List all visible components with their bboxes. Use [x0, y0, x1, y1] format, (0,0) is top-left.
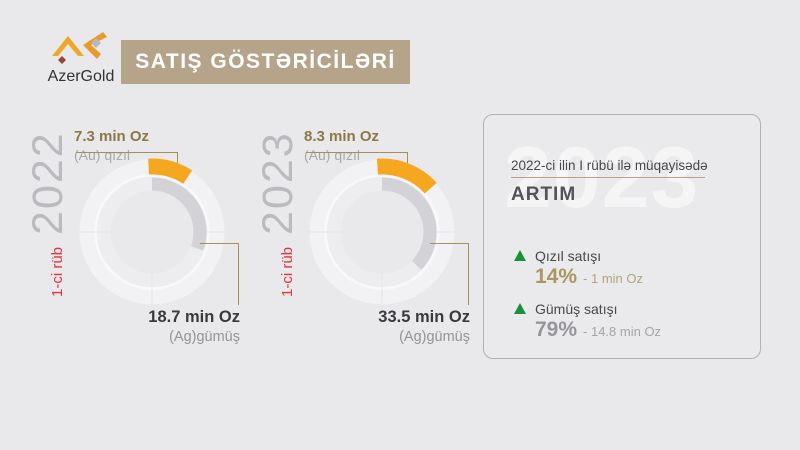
logo-chevron-gold: [52, 36, 84, 56]
growth-row-silver: Gümüş satışı 79% - 14.8 min Oz: [514, 301, 661, 342]
year-label: 2022: [24, 131, 72, 235]
gold-arc: [148, 158, 193, 184]
donut-chart-2023: 1-ci rüb 2023 8.3 min Oz (Au) qızıl: [248, 118, 478, 368]
year-rotated-label: 1-ci rüb 2022: [24, 117, 72, 297]
silver-arc: [381, 177, 437, 270]
azergold-logo: AzerGold: [42, 28, 120, 86]
gold-label-block: 8.3 min Oz (Au) qızıl: [304, 128, 379, 164]
percent-line: 79% - 14.8 min Oz: [535, 318, 661, 342]
azergold-logo-icon: [52, 32, 107, 64]
ring-gap: [324, 174, 440, 290]
azergold-logo-text: AzerGold: [47, 68, 115, 85]
growth-label: Gümüş satışı: [535, 301, 618, 317]
silver-callout-line-v: [238, 243, 239, 305]
gold-arc: [376, 158, 437, 194]
logo-diamond-brown: [58, 56, 66, 64]
growth-percent: 79%: [535, 318, 578, 341]
period-label: 1-ci rüb: [279, 246, 296, 297]
growth-percent: 14%: [535, 265, 578, 288]
silver-series-label: (Ag)gümüş: [169, 329, 240, 346]
gold-divider-line: [511, 177, 705, 178]
page-title: SATIŞ GÖSTƏRİCİLƏRİ: [135, 50, 396, 73]
period-label: 1-ci rüb: [49, 246, 66, 297]
silver-label-block: 33.5 min Oz (Ag)gümüş: [288, 307, 470, 347]
growth-label: Qızıl satışı: [535, 248, 602, 264]
comparison-title: ARTIM: [511, 184, 577, 205]
gold-series-label: (Au) qızıl: [74, 146, 131, 163]
percent-line: 14% - 1 min Oz: [535, 265, 643, 289]
comparison-subtitle: 2022-ci ilin I rübü ilə müqayisədə: [511, 158, 708, 173]
up-triangle-icon: [514, 303, 526, 314]
logo-diamond-gray: [91, 38, 101, 48]
gold-callout-line-h: [306, 152, 408, 153]
silver-callout-line-v: [468, 243, 469, 305]
growth-texts: Gümüş satışı 79% - 14.8 min Oz: [535, 301, 661, 342]
growth-row-gold: Qızıl satışı 14% - 1 min Oz: [514, 248, 643, 289]
growth-delta: - 14.8 min Oz: [583, 324, 662, 339]
title-banner: SATIŞ GÖSTƏRİCİLƏRİ: [121, 40, 410, 84]
gold-label-block: 7.3 min Oz (Au) qızıl: [74, 128, 149, 164]
donut-chart-2022: 1-ci rüb 2022 7.3 min Oz (Au) qızıl: [18, 118, 248, 368]
comparison-card: 2023 2022-ci ilin I rübü ilə müqayisədə …: [483, 114, 761, 359]
donut-svg: [76, 158, 228, 308]
silver-callout-line-h: [200, 243, 238, 244]
gold-callout-line-h: [76, 152, 178, 153]
year-label: 2023: [254, 131, 302, 235]
silver-value-label: 33.5 min Oz: [378, 308, 470, 326]
watermark-year: 2023: [504, 130, 700, 226]
gold-value-label: 7.3 min Oz: [74, 128, 150, 145]
gold-value-label: 8.3 min Oz: [304, 128, 380, 145]
silver-arc: [151, 177, 207, 251]
growth-texts: Qızıl satışı 14% - 1 min Oz: [535, 248, 643, 289]
silver-series-label: (Ag)gümüş: [399, 329, 470, 346]
silver-callout-line-h: [430, 243, 468, 244]
silver-label-block: 18.7 min Oz (Ag)gümüş: [58, 307, 240, 347]
up-triangle-icon: [514, 250, 526, 261]
ring-gap: [94, 174, 210, 290]
silver-value-label: 18.7 min Oz: [148, 308, 240, 326]
gold-series-label: (Au) qızıl: [304, 146, 361, 163]
logo-arrow-gold: [83, 32, 107, 59]
growth-delta: - 1 min Oz: [583, 271, 643, 286]
year-rotated-label: 1-ci rüb 2023: [254, 117, 302, 297]
donut-svg: [306, 158, 458, 308]
